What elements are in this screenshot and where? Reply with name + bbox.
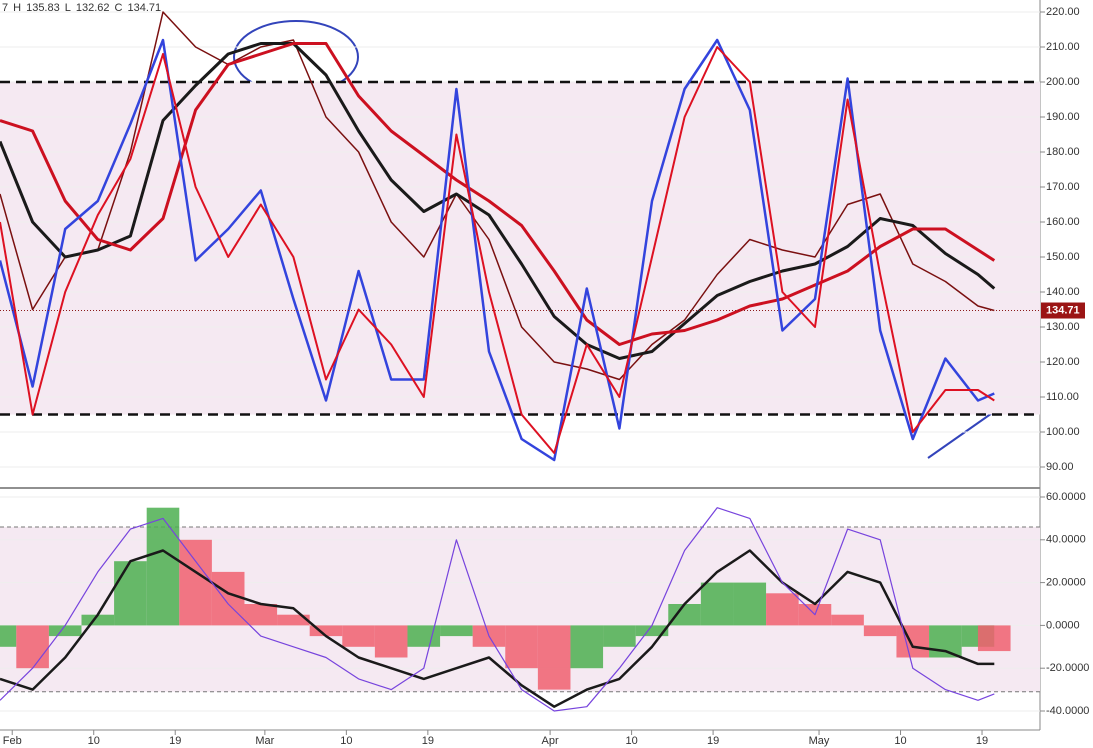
- series-line: [0, 11, 995, 381]
- last-price-label: 134.71: [1046, 304, 1080, 316]
- histogram-bar: [277, 614, 310, 626]
- y-tick-label: 190.00: [1046, 111, 1080, 123]
- x-tick-label: 19: [976, 735, 988, 747]
- histogram-bar: [929, 625, 962, 658]
- histogram-bar: [81, 614, 115, 626]
- y-tick-label: 180.00: [1046, 146, 1080, 158]
- y-tick-label: 220.00: [1046, 6, 1080, 18]
- x-tick-label: 10: [894, 735, 906, 747]
- histogram-bar: [977, 625, 1011, 652]
- series-line: [0, 46, 995, 454]
- x-tick-label: Apr: [542, 735, 559, 747]
- y-tick-label: 110.00: [1046, 391, 1079, 403]
- y-tick-label: 140.00: [1046, 286, 1080, 298]
- x-tick-label: 19: [169, 735, 181, 747]
- histogram-bar: [407, 625, 441, 647]
- x-tick-label: 10: [340, 735, 352, 747]
- header-item: 135.83: [26, 2, 60, 14]
- histogram-bar: [537, 625, 571, 690]
- histogram-bar: [603, 625, 636, 647]
- histogram-bar: [896, 625, 930, 658]
- y-tick-label: 160.00: [1046, 216, 1080, 228]
- y-tick-label: 100.00: [1046, 426, 1080, 438]
- x-tick-label: Mar: [255, 735, 274, 747]
- histogram-bar: [211, 571, 245, 626]
- histogram-bar: [733, 582, 767, 626]
- series-line: [0, 42, 996, 346]
- histogram-bar: [114, 561, 147, 626]
- header-item: L: [65, 2, 71, 14]
- y-tick-label: 0.0000: [1046, 619, 1080, 631]
- y-tick-label: -40.0000: [1046, 705, 1089, 717]
- header-item: 7: [2, 2, 8, 14]
- histogram-bar: [374, 625, 408, 658]
- histogram-bar: [505, 625, 538, 669]
- histogram-bar: [668, 604, 701, 626]
- band: [0, 82, 1040, 415]
- histogram-bar: [244, 604, 278, 626]
- x-tick-label: 10: [625, 735, 637, 747]
- histogram-bar: [635, 625, 669, 637]
- series-line: [0, 549, 995, 708]
- header-item: H: [13, 2, 21, 14]
- histogram-bar: [179, 539, 212, 626]
- y-tick-label: 170.00: [1046, 181, 1080, 193]
- y-tick-label: 20.0000: [1046, 577, 1086, 589]
- y-tick-label: 60.0000: [1046, 491, 1086, 503]
- y-tick-label: 120.00: [1046, 356, 1080, 368]
- histogram-bar: [309, 625, 343, 637]
- histogram-bar: [570, 625, 604, 669]
- histogram-bar: [440, 625, 473, 637]
- y-tick-label: 210.00: [1046, 41, 1080, 53]
- x-tick-label: May: [809, 735, 830, 747]
- x-tick-label: 19: [707, 735, 719, 747]
- series-line: [0, 42, 996, 360]
- histogram-bar: [48, 625, 82, 637]
- x-tick-label: 10: [88, 735, 100, 747]
- histogram-bar: [831, 614, 864, 626]
- y-tick-label: 150.00: [1046, 251, 1080, 263]
- histogram-bar: [342, 625, 375, 647]
- y-tick-label: 40.0000: [1046, 534, 1086, 546]
- y-tick-label: 90.00: [1046, 461, 1074, 473]
- histogram-bar: [863, 625, 897, 637]
- histogram-bar: [16, 625, 49, 669]
- histogram-bar: [0, 625, 17, 647]
- header-item: C: [115, 2, 123, 14]
- header: 7 H 135.83 L 132.62 C 134.71: [2, 2, 161, 14]
- last-price-box: [1041, 302, 1085, 319]
- x-tick-label: 19: [422, 735, 434, 747]
- header-item: 132.62: [76, 2, 110, 14]
- y-tick-label: 130.00: [1046, 321, 1080, 333]
- y-tick-label: -20.0000: [1046, 662, 1089, 674]
- histogram-bar: [766, 593, 799, 626]
- histogram-bar: [146, 507, 180, 626]
- series-line: [0, 507, 995, 712]
- y-tick-label: 200.00: [1046, 76, 1080, 88]
- x-tick-label: Feb: [3, 735, 22, 747]
- histogram-bar: [700, 582, 734, 626]
- header-item: 134.71: [127, 2, 161, 14]
